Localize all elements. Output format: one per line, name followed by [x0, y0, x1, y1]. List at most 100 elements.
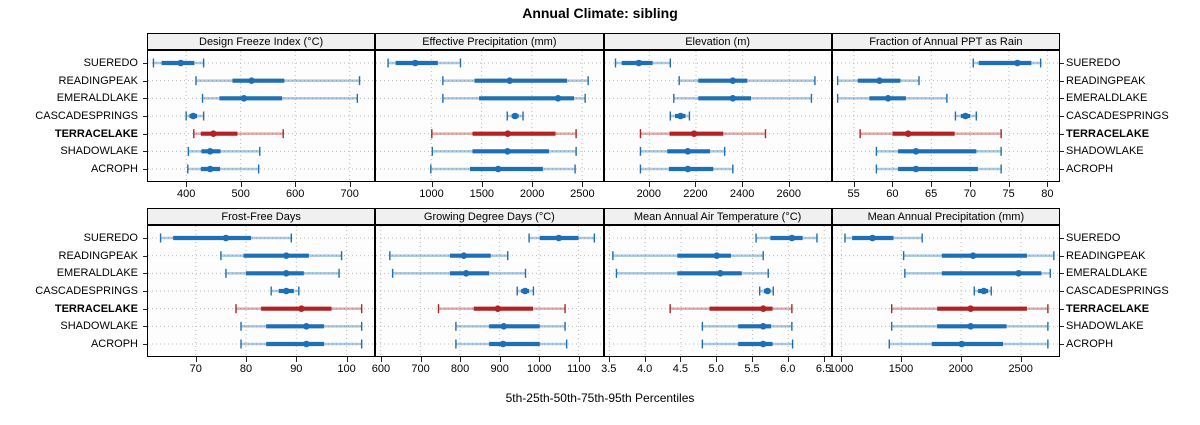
row-tick [1060, 291, 1064, 292]
axis-tick [853, 182, 855, 187]
row-tick [143, 344, 147, 345]
axis-tick [716, 357, 718, 362]
axis-tick-label: 80 [239, 363, 253, 375]
row-tick [1060, 98, 1064, 100]
axis-tick-label: 1000 [419, 188, 444, 200]
site-label-left: EMERALDLAKE [56, 92, 138, 105]
panel-plot-area [147, 225, 376, 357]
axis-tick-label: 2000 [636, 188, 662, 200]
axis-tick [420, 357, 422, 362]
panel-plot [832, 51, 1059, 181]
row-tick [143, 63, 147, 64]
row-tick [1060, 63, 1064, 64]
panel-plot-area [375, 50, 604, 182]
axis-tick-label: 6.5 [815, 363, 832, 375]
panel-plot [832, 226, 1059, 356]
site-label-right: SHADOWLAKE [1066, 145, 1144, 158]
axis-tick [788, 182, 790, 187]
site-label-right: TERRACELAKE [1066, 127, 1150, 140]
axis-tick [695, 182, 697, 187]
site-label-left: ACROPH [90, 338, 138, 350]
row-tick [1060, 80, 1064, 82]
panel-plot [376, 51, 603, 181]
panel-plot-area [831, 225, 1060, 357]
axis-tick [841, 357, 843, 362]
axis-tick-label: 70 [963, 188, 977, 200]
site-label-left: READINGPEAK [58, 249, 138, 262]
panel-plot [376, 226, 603, 356]
axis-tick-label: 2200 [683, 188, 708, 200]
axis-tick [680, 357, 682, 362]
panel-strip: Design Freeze Index (°C) [147, 33, 376, 50]
row-tick [1060, 255, 1064, 257]
axis-tick-label: 55 [847, 188, 860, 200]
panel-plot [148, 226, 375, 356]
axis-tick [931, 182, 933, 187]
site-label-left: READINGPEAK [58, 74, 138, 87]
row-tick [1060, 326, 1064, 328]
axis-tick [481, 182, 483, 187]
axis-tick [892, 182, 894, 187]
site-label-left: CASCADESPRINGS [35, 285, 138, 297]
axis-tick [644, 357, 646, 362]
panel-strip: Fraction of Annual PPT as Rain [831, 33, 1060, 50]
axis-tick-label: 60 [886, 188, 899, 200]
site-label-left: SUEREDO [83, 232, 138, 244]
axis-tick-label: 500 [231, 188, 250, 200]
axis-tick-label: 4.5 [672, 363, 689, 375]
site-label-right: CASCADESPRINGS [1066, 110, 1169, 122]
axis-tick [1008, 182, 1010, 187]
axis-tick [295, 182, 297, 187]
row-tick [143, 326, 147, 328]
row-tick [143, 291, 147, 292]
axis-tick-label: 75 [1002, 188, 1015, 200]
axis-tick-label: 400 [176, 188, 196, 200]
axis-tick [380, 357, 382, 362]
panel-plot [604, 226, 831, 356]
axis-tick-label: 700 [340, 188, 359, 200]
row-tick [1060, 116, 1064, 117]
panel-plot-area [603, 50, 832, 182]
axis-tick-label: 900 [490, 363, 509, 375]
panel-plot-area [831, 50, 1060, 182]
axis-tick [823, 357, 825, 362]
row-tick [1060, 344, 1064, 345]
row-tick [1060, 238, 1064, 239]
row-tick [143, 116, 147, 117]
axis-tick-label: 5.5 [744, 363, 760, 375]
site-label-right: TERRACELAKE [1066, 302, 1150, 315]
axis-tick [1047, 182, 1049, 187]
site-label-right: ACROPH [1066, 163, 1114, 175]
axis-tick [608, 357, 610, 362]
site-label-right: READINGPEAK [1066, 74, 1146, 87]
row-tick [143, 151, 147, 153]
site-label-left: TERRACELAKE [54, 302, 138, 315]
axis-tick [186, 182, 188, 187]
site-label-right: SUEREDO [1066, 57, 1121, 69]
chart-title: Annual Climate: sibling [522, 5, 678, 21]
axis-tick [460, 357, 462, 362]
axis-tick-label: 2600 [776, 188, 801, 200]
axis-tick [431, 182, 433, 187]
site-label-right: READINGPEAK [1066, 249, 1146, 262]
row-tick [143, 133, 147, 135]
panel-plot-area [603, 225, 832, 357]
axis-tick [751, 357, 753, 362]
axis-tick [1020, 357, 1022, 362]
axis-tick-label: 2500 [1008, 363, 1033, 375]
axis-tick-label: 1500 [888, 363, 914, 375]
axis-tick-label: 2000 [948, 363, 974, 375]
axis-tick [296, 357, 298, 362]
axis-tick-label: 1000 [828, 363, 854, 375]
panel-plot-area [147, 50, 376, 182]
axis-tick-label: 2500 [570, 188, 595, 200]
site-label-right: CASCADESPRINGS [1066, 285, 1169, 297]
axis-tick [346, 357, 348, 362]
axis-tick-label: 80 [1041, 188, 1054, 200]
row-tick [1060, 151, 1064, 153]
axis-tick-label: 600 [371, 363, 391, 375]
axis-tick [787, 357, 789, 362]
axis-tick-label: 3.5 [601, 363, 617, 375]
axis-tick-label: 6.0 [780, 363, 796, 375]
